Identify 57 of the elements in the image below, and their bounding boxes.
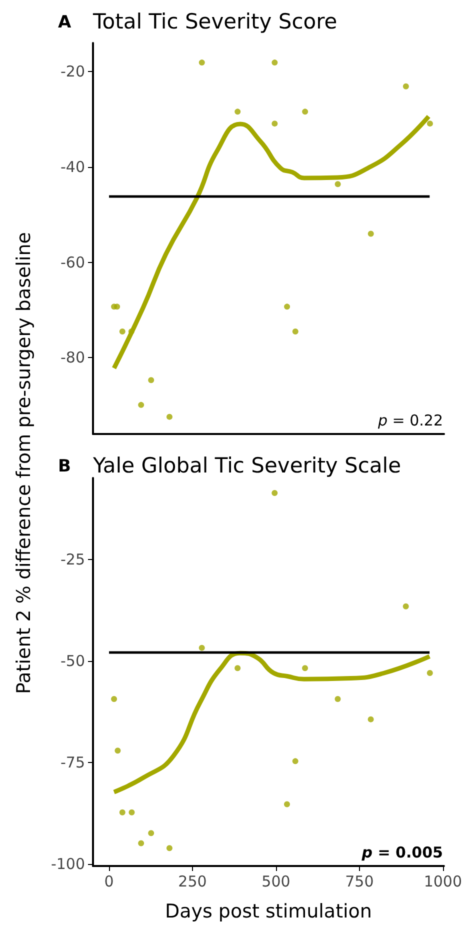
point — [111, 696, 118, 702]
point — [166, 414, 172, 420]
point — [284, 801, 290, 808]
point — [402, 83, 409, 90]
y-tick-label: -40 — [60, 158, 85, 176]
point — [272, 490, 278, 496]
point — [292, 328, 298, 334]
point — [138, 402, 144, 408]
y-tick-label: -20 — [60, 62, 85, 81]
point — [148, 830, 154, 836]
point — [234, 665, 241, 672]
text: A — [58, 12, 72, 32]
point — [368, 230, 374, 237]
point — [426, 670, 433, 676]
annotation: p = 0.005 — [360, 844, 444, 862]
point — [368, 716, 374, 722]
point — [128, 328, 134, 334]
point — [272, 60, 278, 66]
annotation: p = 0.22 — [376, 412, 444, 430]
x-tick-label: 750 — [345, 872, 374, 890]
y-tick-label: -80 — [60, 348, 85, 367]
point — [292, 758, 298, 764]
chart-title: Yale Global Tic Severity Scale — [92, 454, 402, 478]
y-axis-title: Patient 2 % difference from pre-surgery baseline — [13, 232, 35, 694]
point — [166, 845, 172, 852]
point — [402, 603, 409, 610]
x-axis-title: Days post stimulation — [164, 900, 372, 922]
y-tick-label: -100 — [50, 854, 85, 873]
y-tick-label: -50 — [60, 652, 85, 670]
point — [114, 748, 121, 754]
point — [119, 809, 126, 816]
point — [114, 304, 120, 310]
line-series — [112, 114, 431, 370]
text: B — [58, 456, 71, 476]
point — [272, 120, 278, 127]
point — [302, 108, 308, 115]
point — [119, 328, 126, 334]
x-tick-label: 500 — [262, 872, 290, 890]
x-tick-label: 250 — [178, 872, 207, 890]
y-tick-label: -75 — [60, 753, 85, 772]
x-tick-label: 1000 — [424, 872, 462, 890]
x-tick-label: 0 — [104, 872, 114, 890]
point — [138, 840, 144, 846]
point — [198, 644, 205, 651]
point — [148, 377, 154, 384]
point — [234, 108, 241, 115]
line-series — [112, 650, 432, 794]
point — [334, 181, 341, 188]
point — [302, 665, 308, 672]
point — [128, 809, 135, 816]
point — [198, 60, 205, 66]
point — [284, 304, 290, 310]
y-tick-label: -25 — [60, 550, 85, 568]
point — [334, 696, 341, 702]
chart-title: Total Tic Severity Score — [92, 10, 338, 34]
point — [426, 120, 433, 127]
y-tick-label: -60 — [60, 253, 85, 272]
